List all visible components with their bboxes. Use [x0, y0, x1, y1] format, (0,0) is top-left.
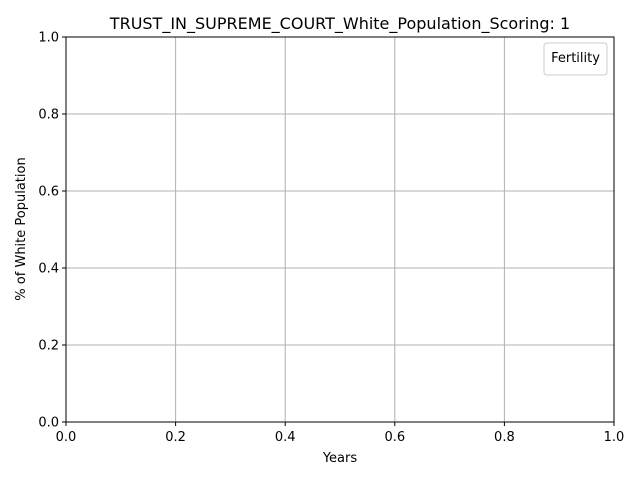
y-tick-label-1: 0.2 — [38, 339, 59, 354]
x-axis: 0.0 0.2 0.4 0.6 0.8 1.0 — [56, 422, 625, 445]
legend: Fertility — [543, 42, 608, 76]
y-axis-label: % of White Population — [14, 157, 29, 300]
y-axis: 0.0 0.2 0.4 0.6 0.8 1.0 — [38, 31, 66, 431]
chart-title: TRUST_IN_SUPREME_COURT_White_Population_… — [109, 14, 570, 34]
legend-title: Fertility — [551, 51, 600, 66]
legend-box — [543, 42, 608, 76]
x-tick-label-5: 1.0 — [604, 430, 625, 445]
y-tick-label-2: 0.4 — [38, 262, 59, 277]
x-tick-label-1: 0.2 — [165, 430, 186, 445]
y-tick-label-0: 0.0 — [38, 416, 59, 431]
y-tick-label-3: 0.6 — [38, 185, 59, 200]
plot-area-frame — [65, 36, 615, 423]
x-tick-label-3: 0.6 — [384, 430, 405, 445]
x-tick-label-0: 0.0 — [56, 430, 77, 445]
y-tick-label-5: 1.0 — [38, 31, 59, 46]
x-axis-label: Years — [322, 451, 358, 466]
x-tick-label-2: 0.4 — [275, 430, 296, 445]
gridlines — [65, 36, 615, 423]
y-tick-label-4: 0.8 — [38, 108, 59, 123]
x-tick-label-4: 0.8 — [494, 430, 515, 445]
